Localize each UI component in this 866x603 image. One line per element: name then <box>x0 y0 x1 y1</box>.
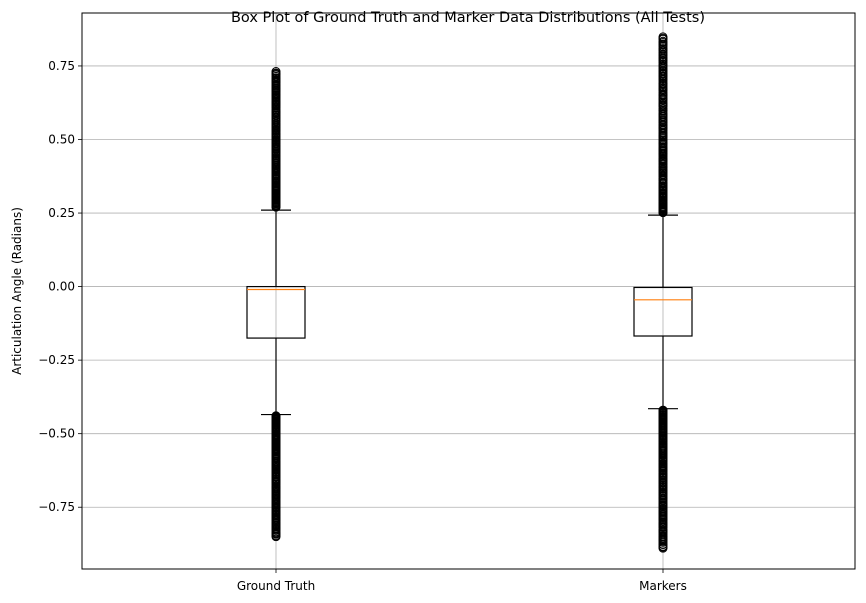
y-tick-label: −0.75 <box>38 500 75 514</box>
box-iqr <box>246 285 306 339</box>
axes: −0.75 −0.50 −0.25 0.00 0.25 0.50 0.75 Ground Tr… <box>38 59 687 593</box>
outlier-point <box>658 36 668 46</box>
box-iqr <box>633 286 693 337</box>
y-tick-label: 0.75 <box>48 59 75 73</box>
y-tick-label: 0.00 <box>48 280 75 294</box>
outlier-point <box>658 543 668 553</box>
plot-area-frame <box>81 12 856 570</box>
outlier-point <box>271 532 281 542</box>
outlier-point <box>271 67 281 77</box>
box-series <box>246 32 693 553</box>
outlier-point <box>658 32 668 42</box>
x-tick-label: Ground Truth <box>237 579 315 593</box>
x-tick-label: Markers <box>639 579 687 593</box>
grid-lines <box>82 13 855 569</box>
y-axis-label: Articulation Angle (Radians) <box>10 207 24 375</box>
y-tick-label: −0.50 <box>38 427 75 441</box>
y-tick-label: 0.25 <box>48 206 75 220</box>
chart-title: Box Plot of Ground Truth and Marker Data… <box>231 10 705 26</box>
y-tick-label: −0.25 <box>38 353 75 367</box>
y-tick-label: 0.50 <box>48 132 75 146</box>
